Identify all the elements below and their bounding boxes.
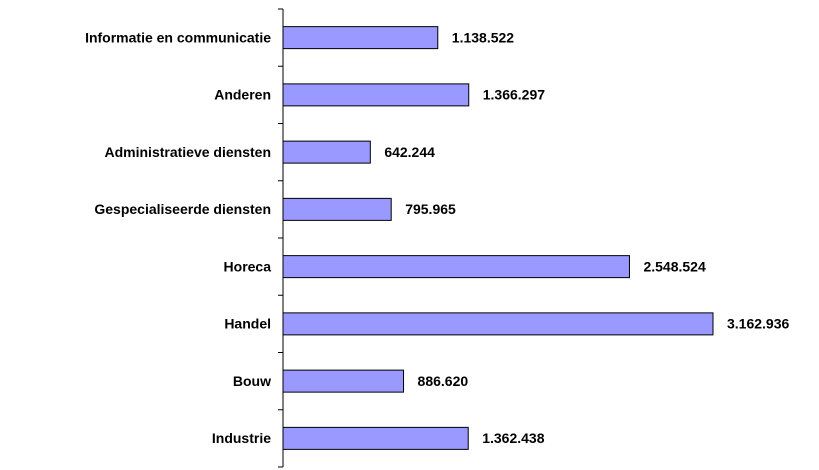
bar [282, 255, 630, 279]
bar [282, 197, 392, 221]
data-label: 1.138.522 [452, 29, 514, 45]
y-tick-label: Industrie [212, 430, 271, 446]
data-label: 2.548.524 [643, 258, 705, 274]
bar [282, 26, 439, 50]
y-tick-label: Informatie en communicatie [85, 29, 271, 45]
data-label: 1.366.297 [483, 87, 545, 103]
data-label: 642.244 [384, 144, 435, 160]
data-label: 1.362.438 [482, 430, 544, 446]
y-tick-label: Anderen [214, 87, 271, 103]
data-label: 3.162.936 [727, 316, 789, 332]
bar [282, 312, 714, 336]
y-tick-label: Horeca [224, 258, 272, 274]
y-tick-label: Gespecialiseerde diensten [94, 201, 271, 217]
data-label: 886.620 [418, 373, 469, 389]
y-tick-label: Administratieve diensten [105, 144, 272, 160]
data-label: 795.965 [405, 201, 456, 217]
y-tick-label: Bouw [233, 373, 271, 389]
y-tick-label: Handel [224, 316, 271, 332]
bar [282, 83, 470, 107]
bar [282, 140, 371, 164]
bar [282, 426, 469, 450]
bar [282, 369, 405, 393]
